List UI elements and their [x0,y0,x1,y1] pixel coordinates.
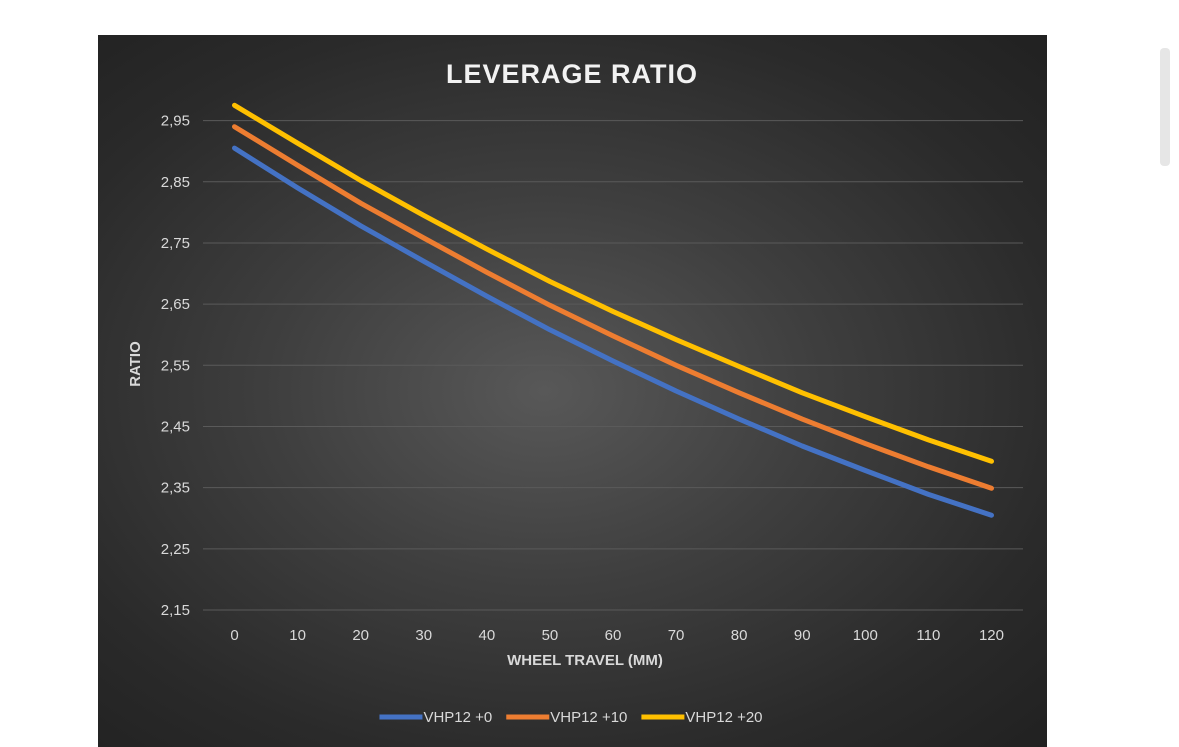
y-tick-label: 2,65 [161,296,190,313]
leverage-ratio-chart: 2,15 2,25 2,35 2,45 2,55 2,65 2,75 2,85 2,95 0 10… [127,59,1023,726]
scrollbar[interactable] [1160,48,1170,166]
y-tick-label: 2,25 [161,541,190,558]
x-tick-label: 50 [542,627,559,644]
series-line [232,124,994,491]
series-line [232,145,994,518]
x-tick-label: 30 [415,627,432,644]
y-tick-label: 2,15 [161,602,190,619]
x-tick-label: 0 [230,627,238,644]
legend-label: VHP12 +20 [685,709,762,726]
x-tick-label: 120 [979,627,1004,644]
series-line [232,102,994,464]
x-tick-label: 20 [352,627,369,644]
x-tick-label: 10 [289,627,306,644]
y-tick-label: 2,45 [161,418,190,435]
x-tick-label: 40 [479,627,496,644]
y-tick-label: 2,55 [161,357,190,374]
chart-title: LEVERAGE RATIO [446,59,698,89]
x-tick-label: 80 [731,627,748,644]
chart-panel: 2,15 2,25 2,35 2,45 2,55 2,65 2,75 2,85 2,95 0 10… [98,35,1047,747]
legend: VHP12 +0 VHP12 +10 VHP12 +20 [379,709,763,726]
y-tick-label: 2,35 [161,480,190,497]
x-tick-label: 100 [853,627,878,644]
x-axis-ticks: 0 10 20 30 40 50 60 70 80 90 100 110 120 [230,627,1004,644]
x-tick-label: 90 [794,627,811,644]
x-tick-label: 60 [605,627,622,644]
y-tick-label: 2,75 [161,235,190,252]
x-tick-label: 70 [668,627,685,644]
series-lines [232,102,994,518]
y-tick-label: 2,95 [161,113,190,130]
legend-label: VHP12 +0 [423,709,492,726]
y-axis-title: RATIO [127,341,144,387]
y-axis-ticks: 2,15 2,25 2,35 2,45 2,55 2,65 2,75 2,85 2,95 [161,113,190,619]
x-tick-label: 110 [916,627,940,644]
gridlines [203,120,1023,611]
legend-label: VHP12 +10 [550,709,627,726]
y-tick-label: 2,85 [161,174,190,191]
x-axis-title: WHEEL TRAVEL (MM) [507,652,663,669]
